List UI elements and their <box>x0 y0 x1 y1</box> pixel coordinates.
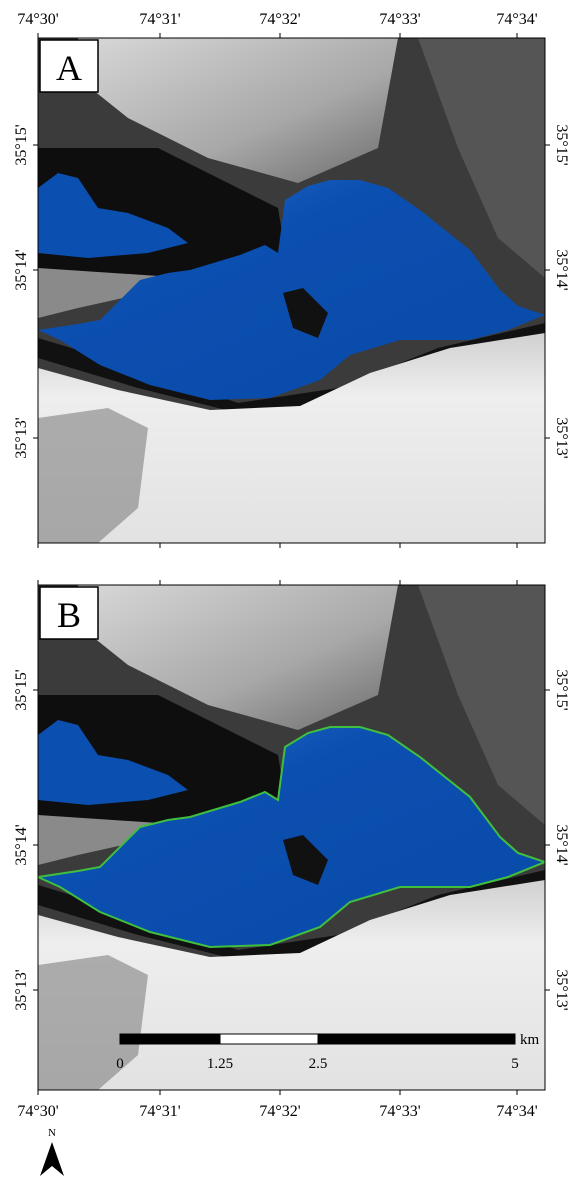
latitude-label: 35°15' <box>13 669 30 710</box>
latitude-label: 35°14' <box>13 249 30 290</box>
terrain <box>38 585 545 1090</box>
scale-label: 1.25 <box>207 1056 233 1072</box>
panel-label: B <box>57 595 81 635</box>
longitude-label: 74°30' <box>17 11 58 28</box>
latitude-label: 35°15' <box>553 669 569 710</box>
latitude-label: 35°13' <box>553 417 569 458</box>
latitude-label: 35°13' <box>13 417 30 458</box>
scale-segment <box>120 1034 220 1044</box>
panel-label: A <box>56 48 82 88</box>
longitude-label: 74°34' <box>496 11 537 28</box>
map-panel: A 74°30' 74°31' 74°32' 74°33' 74°34' 35°15' 35°… <box>13 11 569 548</box>
latitude-label: 35°15' <box>553 124 569 165</box>
longitude-label: 74°32' <box>259 11 300 28</box>
longitude-label: 74°30' <box>17 1103 58 1120</box>
north-label: N <box>48 1127 56 1139</box>
latitude-label: 35°14' <box>553 824 569 865</box>
scale-label: 0 <box>116 1056 124 1072</box>
scale-segment <box>318 1034 515 1044</box>
scale-segment <box>220 1034 318 1044</box>
terrain <box>38 38 545 543</box>
latitude-label: 35°13' <box>553 969 569 1010</box>
latitude-label: 35°14' <box>13 824 30 865</box>
longitude-label: 74°33' <box>379 1103 420 1120</box>
longitude-label: 74°32' <box>259 1103 300 1120</box>
longitude-label: 74°34' <box>496 1103 537 1120</box>
map-figure: A 74°30' 74°31' 74°32' 74°33' 74°34' 35°15' 35°… <box>0 0 569 1180</box>
latitude-label: 35°15' <box>13 124 30 165</box>
north-arrow <box>40 1142 64 1176</box>
latitude-label: 35°14' <box>553 249 569 290</box>
scale-label: 5 <box>511 1056 519 1072</box>
longitude-label: 74°31' <box>139 11 180 28</box>
scale-unit: km <box>520 1032 540 1048</box>
longitude-label: 74°31' <box>139 1103 180 1120</box>
longitude-label: 74°33' <box>379 11 420 28</box>
latitude-label: 35°13' <box>13 969 30 1010</box>
scale-label: 2.5 <box>309 1056 328 1072</box>
